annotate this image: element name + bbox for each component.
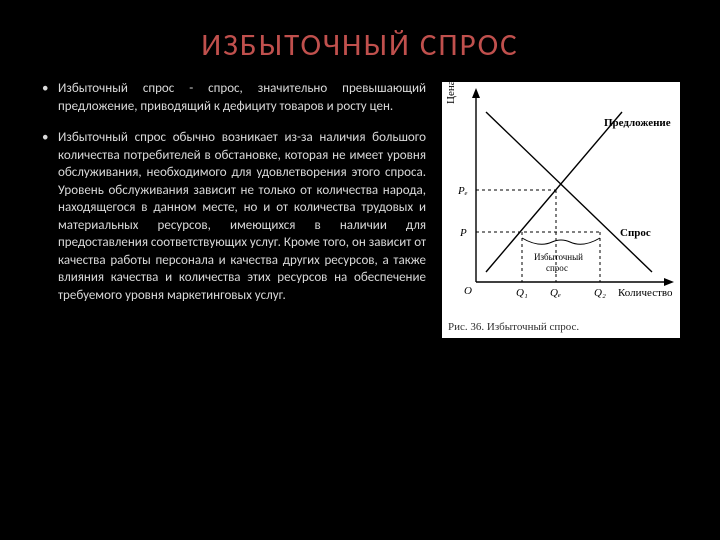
list-item: Избыточный спрос - спрос, значительно пр… <box>40 80 426 115</box>
origin-label: O <box>464 285 472 297</box>
excess-label-1: Избыточный <box>534 252 583 262</box>
qe-label: Qₑ <box>550 287 561 299</box>
supply-line <box>486 112 622 272</box>
supply-label: Предложение <box>604 117 671 129</box>
list-item: Избыточный спрос обычно возникает из-за … <box>40 129 426 304</box>
page-title: ИЗБЫТОЧНЫЙ СПРОС <box>40 26 680 64</box>
content-row: Избыточный спрос - спрос, значительно пр… <box>40 80 680 338</box>
excess-brace <box>522 238 600 244</box>
bullet-list: Избыточный спрос - спрос, значительно пр… <box>40 80 426 338</box>
y-axis-arrow <box>472 88 480 98</box>
y-axis-label: Цена <box>445 82 457 104</box>
x-axis-label: Количество <box>618 287 673 299</box>
excess-label-2: спрос <box>546 263 568 273</box>
demand-label: Спрос <box>620 227 651 239</box>
figure-caption: Рис. 36. Избыточный спрос. <box>442 318 680 338</box>
p-label: P <box>459 227 467 239</box>
supply-demand-chart: Цена Количество Предложение Спрос O Pₑ P… <box>442 82 680 318</box>
q2-label: Q₂ <box>594 287 606 299</box>
demand-line <box>486 112 652 272</box>
q1-label: Q₁ <box>516 287 528 299</box>
x-axis-arrow <box>664 278 674 286</box>
figure-container: Цена Количество Предложение Спрос O Pₑ P… <box>442 82 680 338</box>
pe-label: Pₑ <box>457 185 468 197</box>
